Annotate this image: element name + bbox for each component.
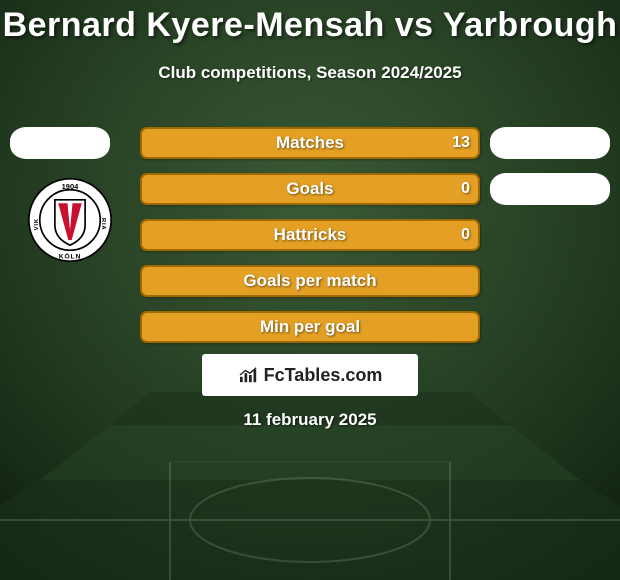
stat-row: Min per goal	[0, 304, 620, 350]
brand-chart-icon	[238, 366, 260, 384]
stat-label: Min per goal	[142, 313, 478, 341]
stat-row: Matches13	[0, 120, 620, 166]
stat-bar: Min per goal	[140, 311, 480, 343]
stat-label: Matches	[142, 129, 478, 157]
stat-row: Goals per match	[0, 258, 620, 304]
stat-value-right: 0	[461, 212, 470, 258]
stat-bar: Goals	[140, 173, 480, 205]
stat-bar: Matches	[140, 127, 480, 159]
stat-value-right: 13	[452, 120, 470, 166]
right-value-pill	[490, 127, 610, 159]
stat-label: Goals	[142, 175, 478, 203]
brand-box: FcTables.com	[202, 354, 418, 396]
badge-year: 1904	[62, 182, 80, 191]
club-badge-viktoria-koeln: 1904 KÖLN VIK RIA	[28, 178, 112, 262]
stat-bar: Hattricks	[140, 219, 480, 251]
stat-value-right: 0	[461, 166, 470, 212]
svg-text:RIA: RIA	[100, 218, 106, 231]
right-value-pill	[490, 173, 610, 205]
stat-label: Hattricks	[142, 221, 478, 249]
page-title: Bernard Kyere-Mensah vs Yarbrough	[0, 0, 620, 45]
badge-name-bottom: KÖLN	[59, 252, 81, 261]
svg-text:VIK: VIK	[34, 218, 40, 230]
stat-label: Goals per match	[142, 267, 478, 295]
brand-text: FcTables.com	[264, 365, 383, 386]
date-label: 11 february 2025	[0, 410, 620, 430]
stat-bar: Goals per match	[140, 265, 480, 297]
left-value-pill	[10, 127, 110, 159]
subtitle: Club competitions, Season 2024/2025	[0, 63, 620, 83]
